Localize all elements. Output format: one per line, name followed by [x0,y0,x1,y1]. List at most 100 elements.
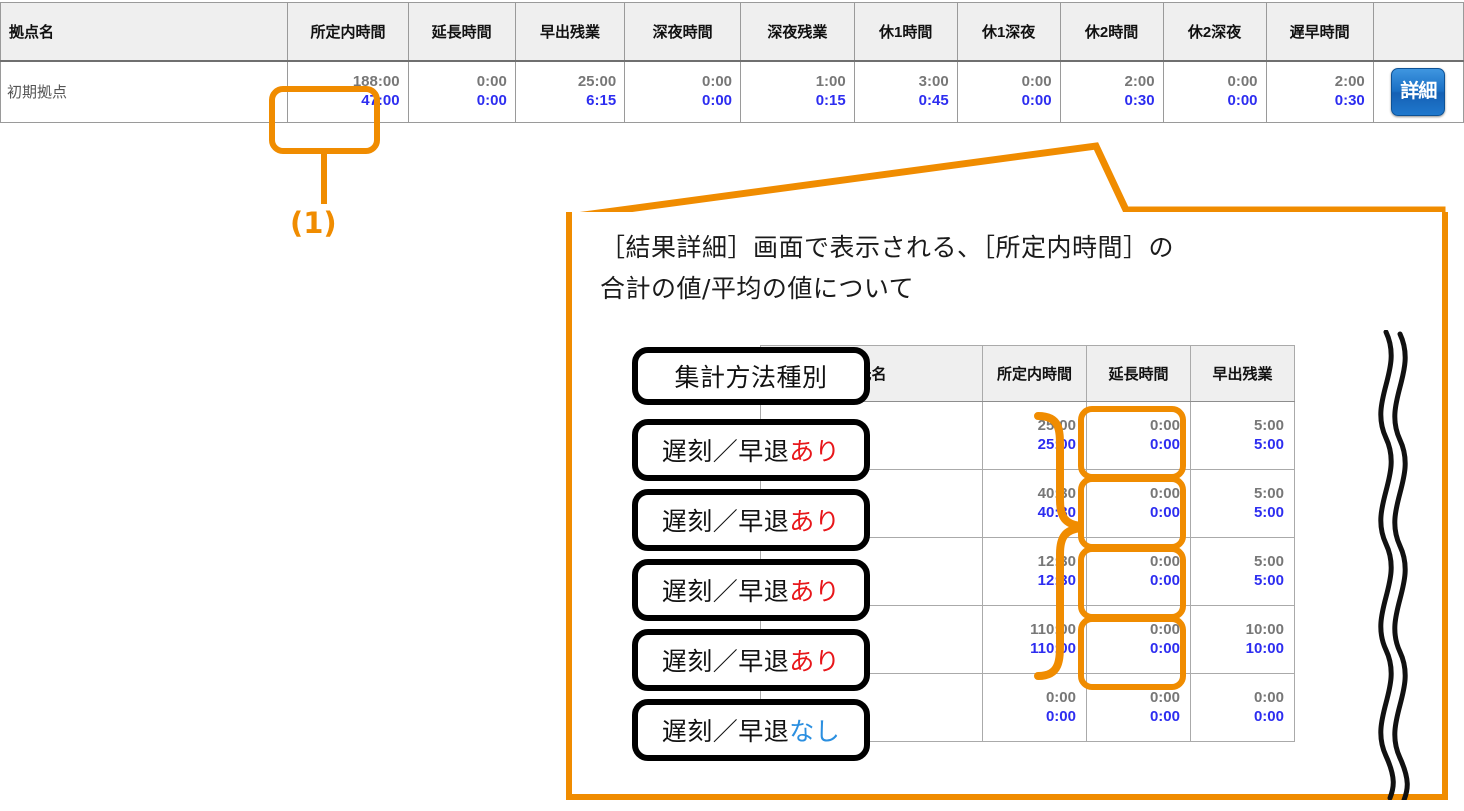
value-average: 6:15 [586,91,617,109]
value-average: 10:00 [1245,639,1284,657]
detail-cell-hayade: 5:00 5:00 [1190,469,1295,538]
summary-col-header-kyu1-shinya: 休1深夜 [956,2,1061,62]
summary-cell-shoteinai: 188:00 47:00 [287,60,409,123]
detail-cell-shoteinai: 0:00 0:00 [982,673,1087,742]
detail-cell-cutoff [1295,606,1329,674]
detail-cell-hayade: 0:00 0:00 [1190,673,1295,742]
value-average: 0:00 [1149,571,1180,589]
value-total: 25:00 [577,73,617,90]
value-total: 0:00 [702,73,733,90]
value-average: 0:00 [1149,435,1180,453]
detail-cell-shoteinai: 25:00 25:00 [982,401,1087,470]
detail-col-header-hayade: 早出残業 [1190,345,1295,402]
detail-table: 氏名 所定内時間 延長時間 早出残業 天野太郎 25:00 25:00 0:00… [760,345,1329,742]
value-average: 0:00 [1045,707,1076,725]
row-type-label-4: 遅刻／早退 なし [632,699,870,761]
summary-cell-shinya: 0:00 0:00 [624,60,742,123]
value-total: 10:00 [1245,620,1284,638]
highlight-detail-2 [1078,546,1186,620]
row-type-suffix: あり [789,437,841,466]
detail-cell-cutoff [1295,402,1329,470]
summary-cell-shinya-zangyou: 1:00 0:15 [740,60,855,123]
table-row: 初期拠点 188:00 47:00 0:00 0:00 25:00 6:15 0… [0,60,1464,123]
value-average: 0:15 [815,91,846,109]
detail-col-cutoff [1295,346,1329,402]
row-type-prefix: 遅刻／早退 [661,647,790,676]
callout-description: ［結果詳細］画面で表示される、［所定内時間］の 合計の値/平均の値について [600,228,1430,309]
value-average: 110:00 [1030,639,1076,657]
marker-label-1: (1) [290,206,337,240]
value-total: 0:00 [1021,73,1052,90]
row-type-prefix: 遅刻／早退 [661,577,790,606]
summary-cell-enchou: 0:00 0:00 [407,60,516,123]
value-average: 5:00 [1253,571,1284,589]
value-total: 0:00 [1045,688,1076,706]
value-total: 3:00 [918,73,949,90]
value-average: 0:30 [1124,91,1155,109]
row-type-suffix: あり [789,577,841,606]
summary-col-header-kyu2-shinya: 休2深夜 [1162,2,1267,62]
value-average: 47:00 [361,91,400,109]
detail-cell-hayade: 5:00 5:00 [1190,537,1295,606]
summary-col-header-hayade: 早出残業 [514,2,626,62]
value-total: 5:00 [1253,552,1284,570]
callout-pointer [568,142,1446,221]
callout-stem-1 [321,152,327,204]
summary-cell-chisou: 2:00 0:30 [1265,60,1374,123]
row-type-label-2: 遅刻／早退 あり [632,559,870,621]
value-total: 2:00 [1124,73,1155,90]
value-average: 0:00 [1149,503,1180,521]
summary-col-header-kyu1-jikan: 休1時間 [853,2,958,62]
row-type-label-1: 遅刻／早退 あり [632,489,870,551]
detail-cell-cutoff [1295,674,1329,742]
value-average: 0:30 [1334,91,1365,109]
row-type-label-0: 遅刻／早退 あり [632,419,870,481]
value-average: 0:00 [1149,707,1180,725]
callout-line-2: 合計の値/平均の値について [600,273,915,303]
detail-cell-cutoff [1295,538,1329,606]
summary-cell-kyu2-shinya: 0:00 0:00 [1162,60,1267,123]
summary-col-header-enchou: 延長時間 [407,2,516,62]
detail-col-header-enchou: 延長時間 [1086,345,1191,402]
detail-col-header-shoteinai: 所定内時間 [982,345,1087,402]
summary-cell-hayade: 25:00 6:15 [514,60,626,123]
detail-cell-hayade: 10:00 10:00 [1190,605,1295,674]
summary-cell-kyu1-jikan: 3:00 0:45 [853,60,958,123]
summary-col-header-name: 拠点名 [0,2,289,62]
summary-cell-kyu1-shinya: 0:00 0:00 [956,60,1061,123]
value-total: 1:00 [815,73,846,90]
detail-cell-hayade: 5:00 5:00 [1190,401,1295,470]
highlight-detail-3 [1078,616,1186,690]
value-total: 110:00 [1030,620,1076,638]
row-type-label-3: 遅刻／早退 あり [632,629,870,691]
value-average: 0:45 [918,91,949,109]
summary-col-header-kyu2-jikan: 休2時間 [1059,2,1164,62]
row-type-prefix: 遅刻／早退 [661,437,790,466]
summary-cell-action: 詳細 [1372,60,1464,123]
highlight-detail-1 [1078,476,1186,550]
summary-col-header-action [1372,2,1464,62]
value-average: 0:00 [1227,91,1258,109]
detail-label-header-text: 集計方法種別 [674,363,828,392]
detail-button[interactable]: 詳細 [1391,67,1446,116]
value-average: 0:00 [476,91,507,109]
brace-group-icon [1034,412,1084,680]
detail-cell-cutoff [1295,470,1329,538]
value-total: 0:00 [476,73,507,90]
summary-header-row: 拠点名 所定内時間 延長時間 早出残業 深夜時間 深夜残業 休1時間 休1深夜 … [0,2,1464,62]
highlight-detail-0 [1078,406,1186,480]
row-type-suffix: なし [789,717,841,746]
row-type-suffix: あり [789,647,841,676]
detail-cell-shoteinai: 110:00 110:00 [982,605,1087,674]
value-total: 188:00 [352,73,400,90]
row-type-prefix: 遅刻／早退 [661,507,790,536]
value-average: 0:00 [1253,707,1284,725]
value-average: 0:00 [1149,639,1180,657]
torn-edge-icon [1378,330,1410,800]
row-type-suffix: あり [789,507,841,536]
detail-label-header: 集計方法種別 [632,347,870,405]
value-average: 0:00 [1021,91,1052,109]
value-total: 2:00 [1334,73,1365,90]
summary-col-header-shinya: 深夜時間 [624,2,742,62]
